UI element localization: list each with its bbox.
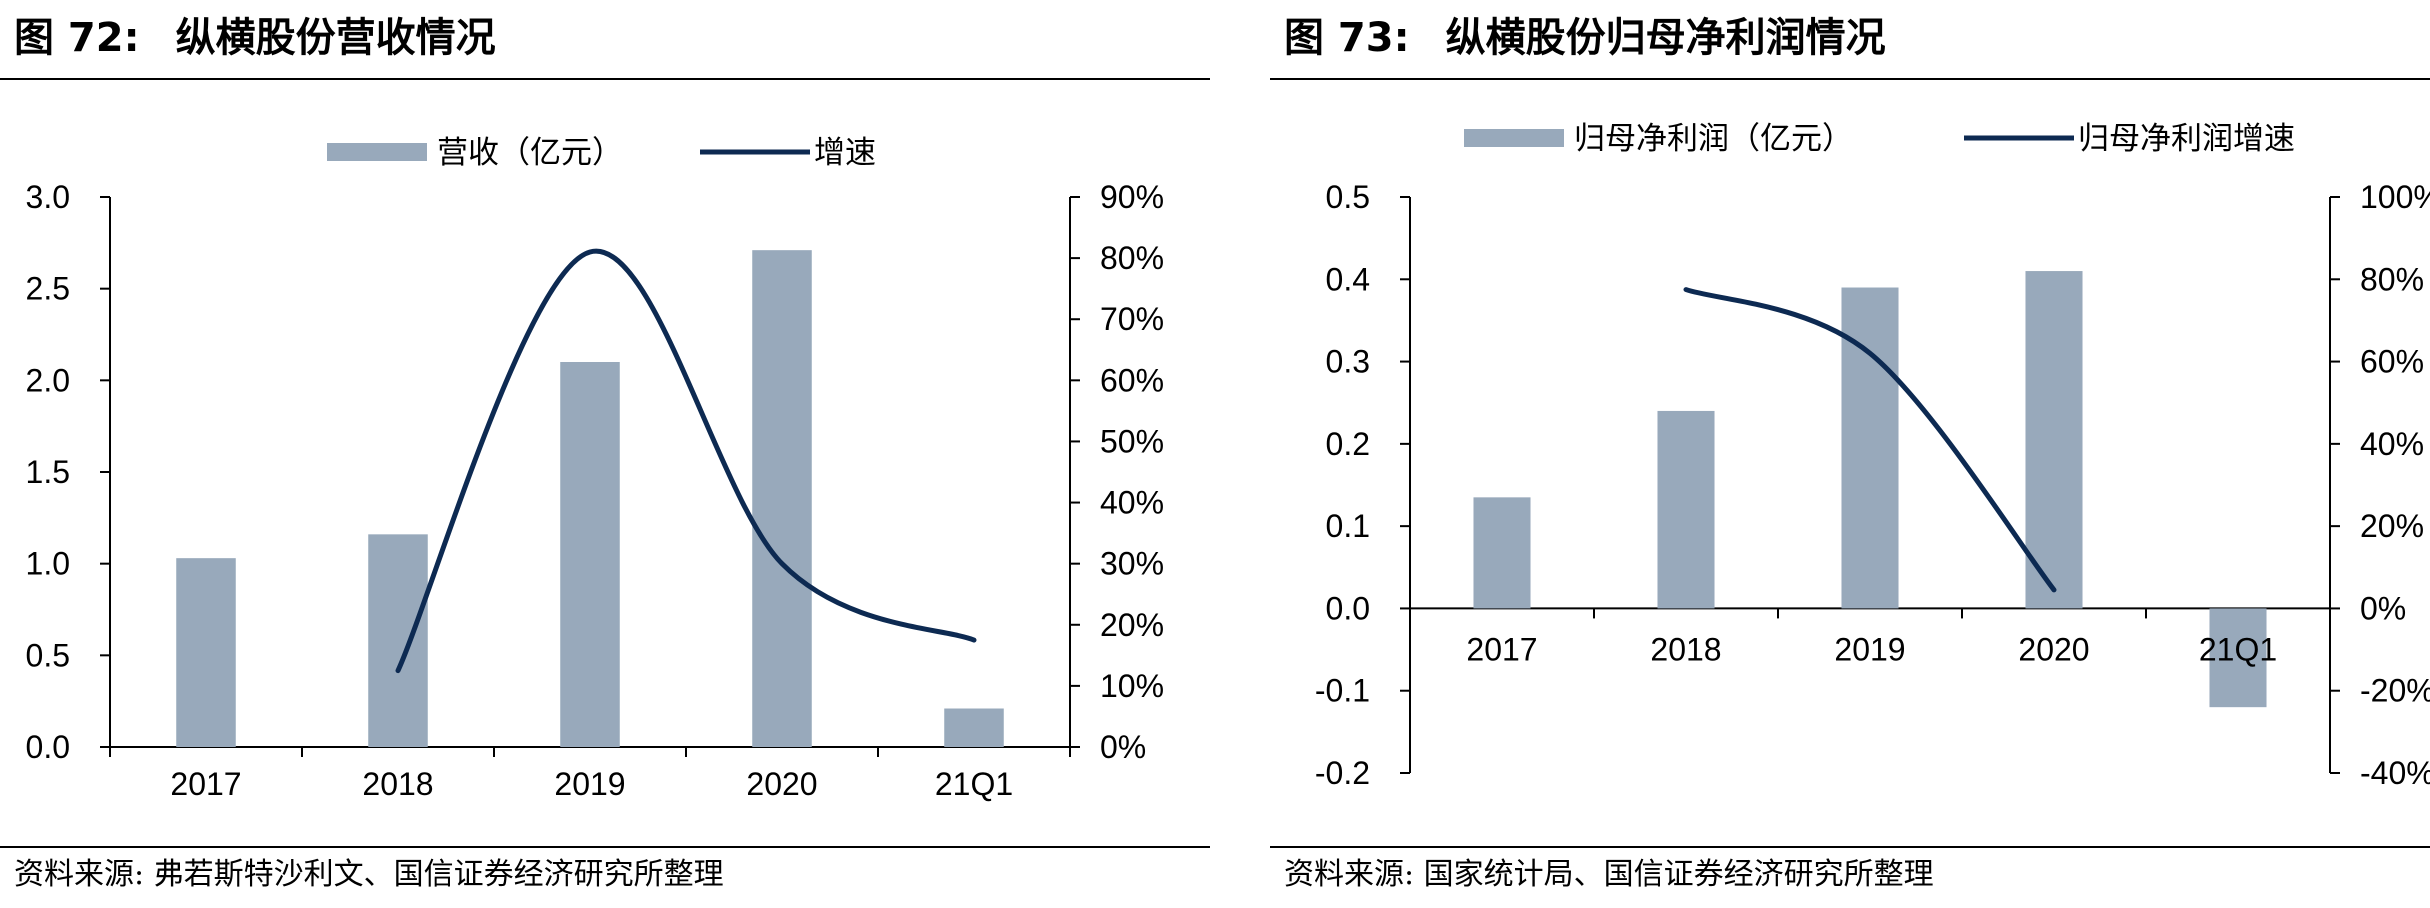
category-label: 2019 — [1834, 631, 1905, 667]
figure-title-text: 纵横股份归母净利润情况 — [1445, 15, 1886, 61]
figure-72-panel: 图 72: 纵横股份营收情况 0.0 0.5 1.0 1.5 2.0 2.5 3.0 0% 10%… — [0, 0, 1210, 908]
right-tick-label: 90% — [1100, 179, 1164, 215]
growth-line — [395, 248, 977, 674]
legend-bar-label: 营收（亿元） — [437, 135, 623, 171]
left-tick-label: 0.1 — [1326, 508, 1370, 544]
right-tick-label: 20% — [2360, 508, 2424, 544]
bottom-rule — [1270, 846, 2430, 848]
right-tick-label: 70% — [1100, 301, 1164, 337]
figure-title-text: 纵横股份营收情况 — [175, 15, 496, 61]
left-tick-label: 0.2 — [1326, 426, 1370, 462]
figure-title: 图 72: 纵横股份营收情况 — [14, 6, 496, 70]
left-tick-label: 1.5 — [26, 454, 70, 490]
bar-21Q1 — [2209, 608, 2267, 708]
bar-2020 — [752, 250, 812, 747]
right-tick-label: 60% — [1100, 362, 1164, 398]
growth-line — [1683, 287, 2057, 593]
legend-line-label: 增速 — [814, 135, 876, 171]
revenue-chart: 0.0 0.5 1.0 1.5 2.0 2.5 3.0 0% 10% 20% 30% 40% 50% 60… — [26, 135, 1165, 802]
bar-2018 — [368, 534, 428, 747]
left-tick-label: 0.5 — [1326, 179, 1370, 215]
bar-2017 — [176, 558, 236, 747]
left-tick-label: 2.0 — [26, 362, 70, 398]
right-tick-label: 80% — [1100, 240, 1164, 276]
category-label: 2017 — [170, 766, 241, 802]
left-tick-label: 0.0 — [1326, 590, 1370, 626]
legend-bar-label: 归母净利润（亿元） — [1574, 121, 1853, 157]
right-tick-label: 100% — [2360, 179, 2430, 215]
figure-number: 图 72: — [14, 15, 140, 61]
right-tick-label: 40% — [1100, 485, 1164, 521]
right-tick-label: -20% — [2360, 673, 2430, 709]
category-label: 2019 — [554, 766, 625, 802]
bar-21Q1 — [944, 708, 1004, 747]
figure-title: 图 73: 纵横股份归母净利润情况 — [1284, 6, 1886, 70]
net-profit-chart: -0.2 -0.1 0.0 0.1 0.2 0.3 0.4 0.5 -40% -20% 0% 20% 4… — [1315, 121, 2430, 791]
left-tick-label: 1.0 — [26, 546, 70, 582]
source-note: 资料来源: 国家统计局、国信证券经济研究所整理 — [1284, 857, 1934, 892]
top-rule — [0, 78, 1210, 80]
left-tick-label: 2.5 — [26, 271, 70, 307]
left-tick-label: -0.1 — [1315, 673, 1370, 709]
bar-2017 — [1473, 497, 1531, 609]
category-label: 2018 — [362, 766, 433, 802]
category-label: 2017 — [1466, 631, 1537, 667]
left-tick-label: 0.0 — [26, 729, 70, 765]
bar-2019 — [1841, 287, 1899, 609]
category-label: 2018 — [1650, 631, 1721, 667]
bar-2020 — [2025, 271, 2083, 609]
bottom-rule — [0, 846, 1210, 848]
left-tick-label: 0.3 — [1326, 344, 1370, 380]
category-label: 2020 — [746, 766, 817, 802]
category-label: 21Q1 — [935, 766, 1013, 802]
category-label: 21Q1 — [2199, 631, 2277, 667]
right-tick-label: 20% — [1100, 607, 1164, 643]
right-tick-label: 0% — [2360, 590, 2406, 626]
figure-number: 图 73: — [1284, 15, 1410, 61]
right-tick-label: 60% — [2360, 344, 2424, 380]
right-tick-label: 50% — [1100, 423, 1164, 459]
category-label: 2020 — [2018, 631, 2089, 667]
right-tick-label: 10% — [1100, 668, 1164, 704]
bar-2019 — [560, 362, 620, 747]
bar-2018 — [1657, 410, 1715, 609]
legend-line-label: 归母净利润增速 — [2078, 121, 2295, 157]
right-tick-label: 30% — [1100, 546, 1164, 582]
top-rule — [1270, 78, 2430, 80]
left-tick-label: -0.2 — [1315, 755, 1370, 791]
legend-bar-swatch — [1464, 129, 1564, 147]
right-tick-label: -40% — [2360, 755, 2430, 791]
figure-73-panel: 图 73: 纵横股份归母净利润情况 -0.2 -0.1 0.0 0.1 0.2 0.3 0.4… — [1270, 0, 2430, 908]
left-tick-label: 0.4 — [1326, 261, 1370, 297]
right-tick-label: 40% — [2360, 426, 2424, 462]
left-tick-label: 0.5 — [26, 637, 70, 673]
left-tick-label: 3.0 — [26, 179, 70, 215]
right-tick-label: 0% — [1100, 729, 1146, 765]
right-tick-label: 80% — [2360, 261, 2424, 297]
legend-bar-swatch — [327, 143, 427, 161]
source-note: 资料来源: 弗若斯特沙利文、国信证券经济研究所整理 — [14, 857, 724, 892]
